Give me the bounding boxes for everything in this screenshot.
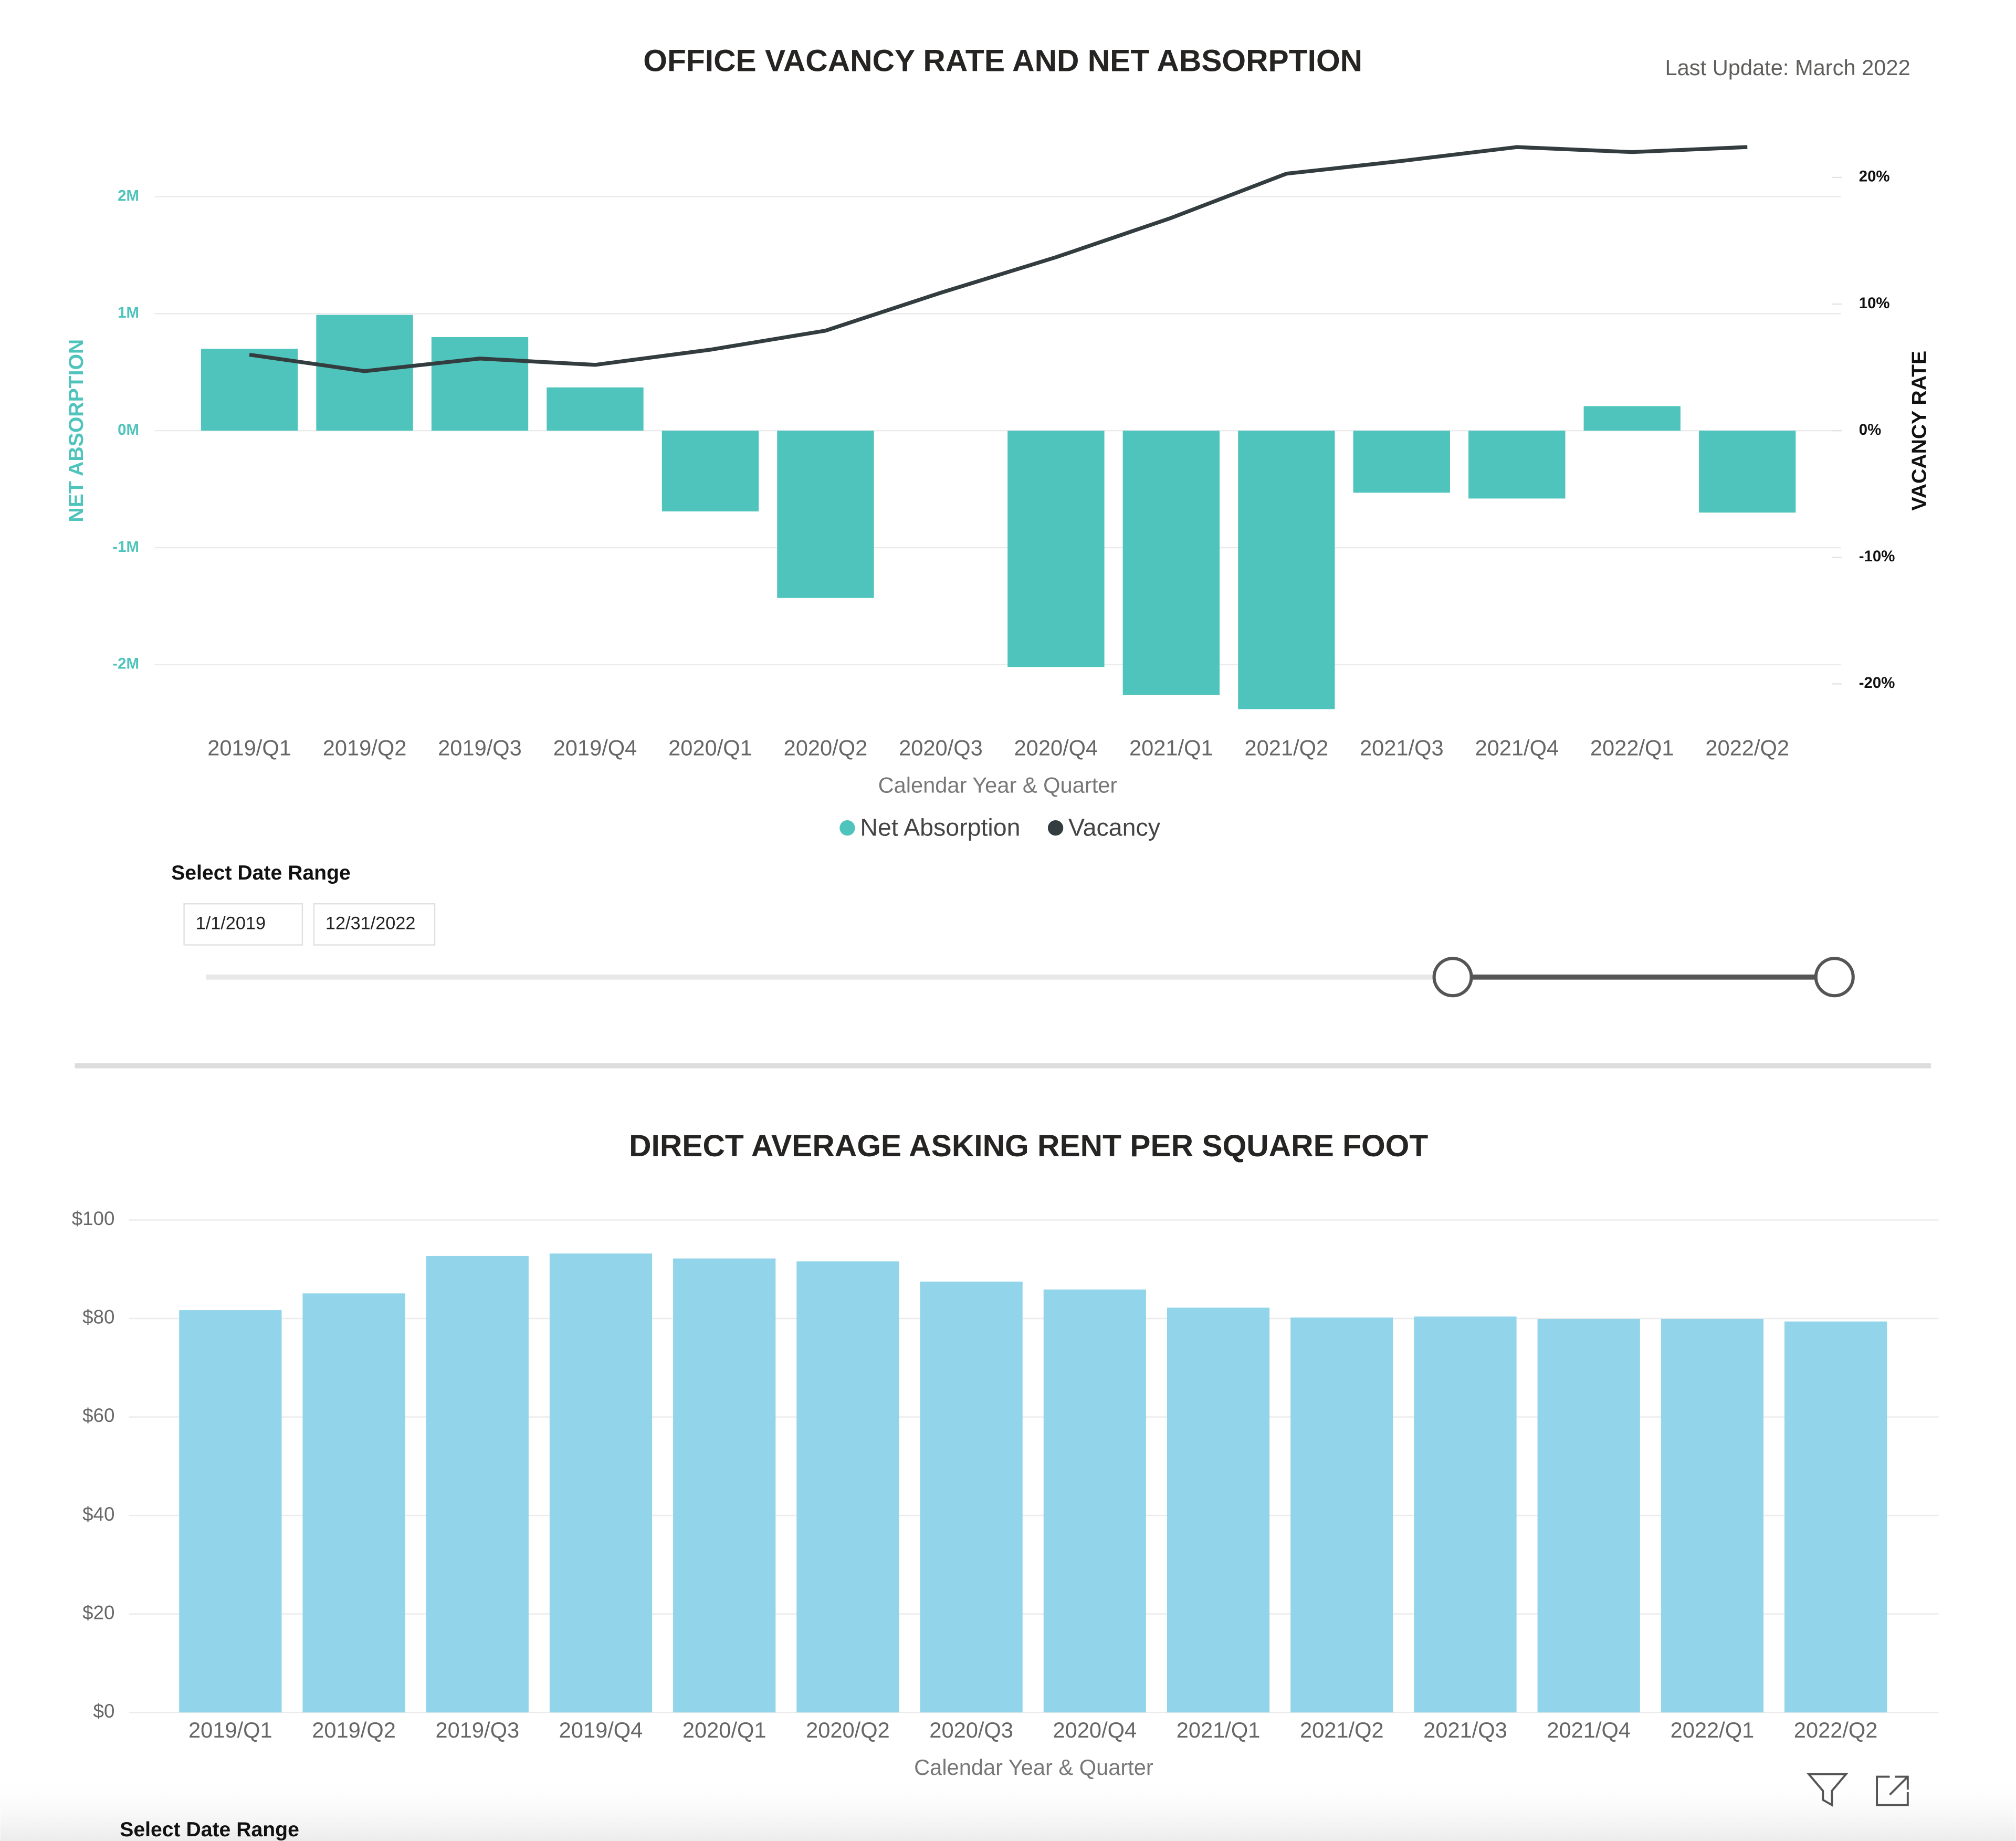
x-tick-label: 2020/Q4	[1014, 735, 1098, 760]
x-tick-label: 2021/Q4	[1475, 735, 1559, 760]
x-tick-label: 2022/Q2	[1794, 1718, 1878, 1742]
bar	[1290, 1317, 1393, 1713]
bar	[1122, 431, 1220, 695]
bar	[201, 349, 298, 431]
bar	[549, 1253, 653, 1713]
y2-tick-label: 10%	[1859, 295, 1890, 312]
x-tick-label: 2021/Q1	[1129, 735, 1213, 760]
y-tick-label: -2M	[112, 655, 139, 673]
x-tick-label: 2021/Q1	[1177, 1718, 1261, 1742]
bar	[796, 1261, 899, 1713]
x-tick-label: 2019/Q4	[559, 1718, 643, 1742]
x-tick-label: 2019/Q2	[312, 1718, 396, 1742]
legend-label: Net Absorption	[860, 813, 1020, 841]
y-tick-label: $0	[93, 1700, 115, 1722]
bar	[1007, 431, 1105, 667]
legend-label: Vacancy	[1068, 813, 1161, 841]
legend-marker	[1047, 820, 1064, 836]
bar	[673, 1258, 776, 1713]
x-tick-label: 2021/Q4	[1547, 1718, 1631, 1742]
x-tick-label: 2022/Q1	[1671, 1718, 1755, 1742]
end-date[interactable]: 12/31/2022	[326, 913, 416, 933]
y2-axis-title: VACANCY RATE	[1908, 351, 1931, 511]
bar	[920, 1281, 1023, 1713]
x-tick-label: 2021/Q3	[1423, 1718, 1507, 1742]
bar	[1353, 431, 1450, 493]
x-tick-label: 2021/Q3	[1360, 735, 1444, 760]
x-tick-label: 2020/Q3	[899, 735, 983, 760]
y-tick-label: -1M	[112, 538, 139, 556]
bar	[1238, 431, 1335, 709]
filter-icon-shape[interactable]	[1807, 1773, 1849, 1807]
focus-icon[interactable]	[1876, 1775, 1909, 1806]
start-date-box[interactable]	[183, 903, 303, 946]
slicer-title: Select Date Range	[171, 862, 351, 884]
x-tick-label: 2019/Q1	[188, 1718, 272, 1742]
bar	[1661, 1319, 1764, 1713]
x-tick-label: 2022/Q1	[1590, 735, 1674, 760]
x-tick-label: 2020/Q2	[784, 735, 868, 760]
bar	[1043, 1289, 1146, 1713]
x-axis-title: Calendar Year & Quarter	[878, 772, 1118, 797]
last-update: Last Update: March 2022	[1665, 55, 1910, 80]
x-tick-label: 2019/Q1	[207, 735, 291, 760]
end-date-box[interactable]	[313, 903, 436, 946]
bar	[547, 387, 644, 431]
slider-handle[interactable]	[1814, 957, 1855, 998]
y2-tick-label: -10%	[1859, 548, 1895, 565]
y2-tick-label: 20%	[1859, 168, 1890, 185]
y-tick-label: 1M	[118, 304, 139, 321]
y-tick-label: $20	[82, 1602, 114, 1623]
x-tick-label: 2019/Q3	[438, 735, 522, 760]
y-tick-label: $40	[82, 1503, 114, 1525]
y-tick-label: 0M	[118, 421, 139, 438]
chart-title: DIRECT AVERAGE ASKING RENT PER SQUARE FO…	[629, 1129, 1428, 1163]
bar	[1583, 406, 1681, 431]
x-axis-title: Calendar Year & Quarter	[914, 1755, 1153, 1780]
x-tick-label: 2019/Q4	[553, 735, 637, 760]
y2-tick-label: -20%	[1859, 674, 1895, 692]
bar	[1537, 1319, 1640, 1713]
line	[249, 145, 1748, 373]
y2-tick-label: 0%	[1859, 421, 1881, 438]
bar	[1784, 1321, 1887, 1713]
x-tick-label: 2022/Q2	[1705, 735, 1789, 760]
slider-handle[interactable]	[1432, 957, 1473, 998]
x-tick-label: 2020/Q3	[929, 1718, 1013, 1742]
bar	[1468, 431, 1566, 499]
x-tick-label: 2021/Q2	[1300, 1718, 1384, 1742]
bar	[1699, 431, 1796, 513]
x-tick-label: 2020/Q1	[682, 1718, 766, 1742]
bar	[1167, 1307, 1270, 1713]
bar	[777, 431, 874, 598]
slicer-title: Select Date Range	[120, 1818, 299, 1841]
x-tick-label: 2019/Q2	[323, 735, 407, 760]
bar	[431, 337, 529, 431]
bar	[1414, 1316, 1517, 1713]
y-tick-label: $60	[82, 1405, 114, 1426]
chart-title: OFFICE VACANCY RATE AND NET ABSORPTION	[643, 44, 1362, 78]
bar	[426, 1256, 529, 1713]
legend-marker	[839, 820, 855, 836]
x-tick-label: 2019/Q3	[435, 1718, 519, 1742]
y-tick-label: $80	[82, 1306, 114, 1328]
bar	[179, 1310, 282, 1713]
bar	[302, 1293, 405, 1713]
filter-icon[interactable]	[1807, 1773, 1849, 1807]
x-tick-label: 2020/Q2	[806, 1718, 890, 1742]
start-date[interactable]: 1/1/2019	[196, 913, 266, 933]
focus-icon-shape[interactable]	[1876, 1775, 1909, 1806]
bar	[662, 431, 759, 511]
x-tick-label: 2021/Q2	[1245, 735, 1329, 760]
date-slicer: Select Date Range 1/1/2019 12/31/2022	[171, 862, 1855, 998]
x-tick-label: 2020/Q1	[668, 735, 752, 760]
x-tick-label: 2020/Q4	[1053, 1718, 1137, 1742]
y-axis-title: NET ABSORPTION	[65, 339, 88, 522]
bottom-fade	[0, 1774, 2016, 1841]
y-tick-label: 2M	[118, 187, 139, 204]
y-tick-label: $100	[72, 1208, 115, 1229]
